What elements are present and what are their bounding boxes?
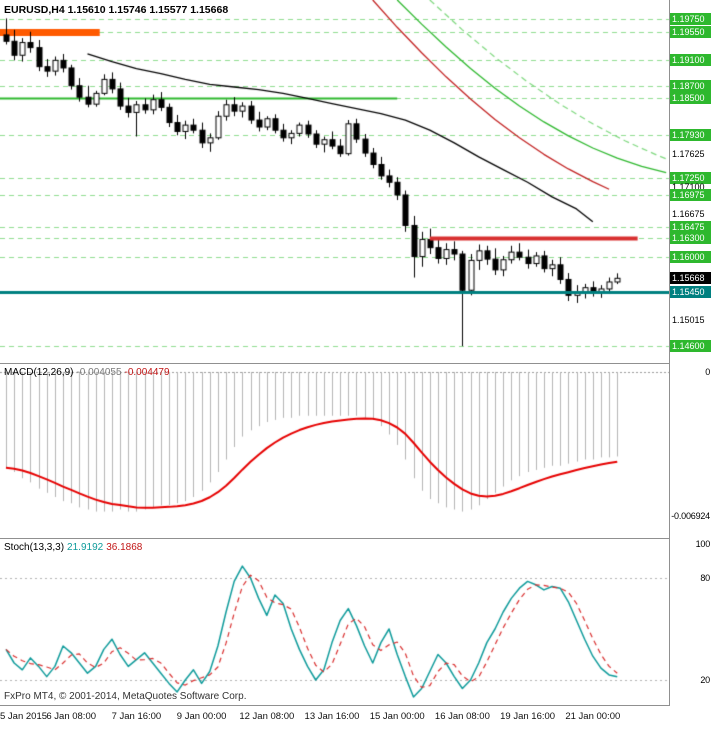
- copyright-text: FxPro MT4, © 2001-2014, MetaQuotes Softw…: [4, 691, 247, 702]
- price-axis[interactable]: 1.19750 1.19550 1.19100 1.18700 1.18500 1.179…: [669, 0, 711, 706]
- time-label-6 Jan 08:00: 6 Jan 08:00: [46, 711, 97, 722]
- axis-label-1.19100: 1.19100: [670, 54, 711, 67]
- time-label-13 Jan 16:00: 13 Jan 16:00: [304, 711, 360, 722]
- axis-label-100: 100: [695, 539, 711, 549]
- axis-label-1.17625: 1.17625: [672, 149, 705, 159]
- axis-label-1.16675: 1.16675: [672, 209, 705, 220]
- macd-indicator-canvas[interactable]: [0, 364, 669, 538]
- time-label-19 Jan 16:00: 19 Jan 16:00: [500, 711, 556, 722]
- price-chart-panel[interactable]: EURUSD,H4 1.15610 1.15746 1.15577 1.1566…: [0, 0, 711, 364]
- axis-label-0: 0: [705, 367, 710, 377]
- time-label-16 Jan 08:00: 16 Jan 08:00: [434, 711, 490, 722]
- time-axis[interactable]: 5 Jan 2015 6 Jan 08:00 7 Jan 16:00 9 Jan 00…: [0, 706, 711, 732]
- time-label-9 Jan 00:00: 9 Jan 00:00: [176, 711, 227, 722]
- time-label-5 Jan 2015: 5 Jan 2015: [0, 711, 48, 722]
- axis-label-1.15015: 1.15015: [672, 314, 705, 325]
- axis-label-1.16975: 1.16975: [670, 189, 711, 202]
- macd-signal-value: -0.004479: [124, 367, 170, 378]
- axis-label-1.19750: 1.19750: [670, 13, 711, 26]
- axis-label-1.18500: 1.18500: [670, 92, 711, 105]
- macd-name: MACD(12,26,9): [4, 367, 74, 378]
- axis-label-1.16300: 1.16300: [670, 232, 711, 245]
- time-label-7 Jan 16:00: 7 Jan 16:00: [111, 711, 162, 722]
- price-chart-canvas[interactable]: [0, 0, 669, 362]
- axis-label-1.17930: 1.17930: [670, 128, 711, 141]
- time-label-12 Jan 08:00: 12 Jan 08:00: [239, 711, 295, 722]
- axis-label-1.16475: 1.16475: [670, 221, 711, 234]
- axis-label-1.16000: 1.16000: [670, 251, 711, 264]
- axis-label-1.17250: 1.17250: [670, 171, 711, 184]
- stoch-d-value: 36.1868: [106, 542, 143, 553]
- time-label-21 Jan 00:00: 21 Jan 00:00: [565, 711, 621, 722]
- macd-label: MACD(12,26,9) -0.004055 -0.004479: [4, 367, 170, 378]
- time-label-15 Jan 00:00: 15 Jan 00:00: [369, 711, 425, 722]
- axis-label-1.19550: 1.19550: [670, 25, 711, 38]
- axis-label-1.14600: 1.14600: [670, 340, 711, 353]
- axis-label--0.006924: -0.006924: [671, 511, 710, 522]
- axis-label-1.18700: 1.18700: [670, 79, 711, 92]
- stochastic-indicator-canvas[interactable]: [0, 539, 669, 705]
- stochastic-name: Stoch(13,3,3): [4, 542, 65, 553]
- stochastic-label: Stoch(13,3,3) 21.9192 36.1868: [4, 542, 142, 553]
- axis-label-1.15450: 1.15450: [670, 286, 711, 299]
- stoch-k-value: 21.9192: [67, 542, 104, 553]
- axis-label-20: 20: [700, 675, 710, 685]
- axis-label-1.17100: 1.17100: [672, 182, 705, 193]
- macd-panel[interactable]: MACD(12,26,9) -0.004055 -0.004479: [0, 364, 711, 539]
- stochastic-panel[interactable]: Stoch(13,3,3) 21.9192 36.1868 FxPro MT4, ©…: [0, 539, 711, 706]
- axis-label-80: 80: [700, 573, 710, 583]
- axis-label-1.15668: 1.15668: [670, 272, 711, 285]
- chart-title: EURUSD,H4 1.15610 1.15746 1.15577 1.1566…: [4, 4, 229, 16]
- macd-main-value: -0.004055: [76, 367, 122, 378]
